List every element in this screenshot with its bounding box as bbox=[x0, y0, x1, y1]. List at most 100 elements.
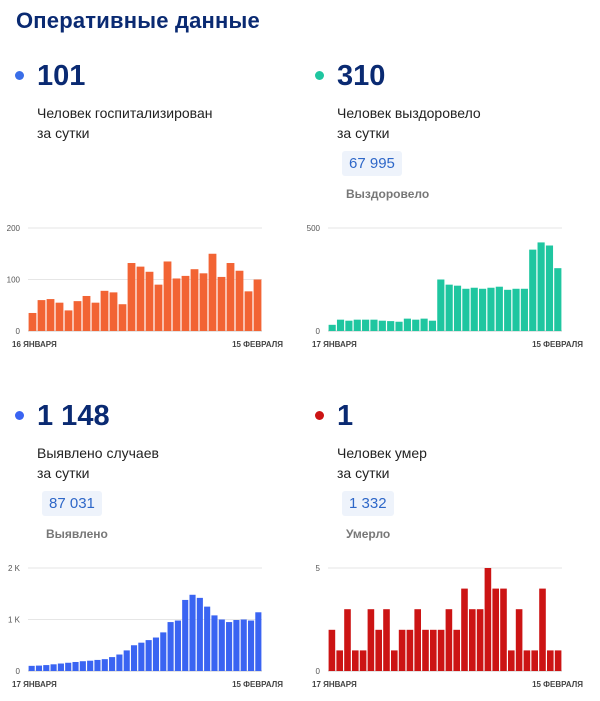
bar bbox=[208, 253, 217, 331]
bar bbox=[218, 619, 225, 671]
bar bbox=[515, 609, 523, 671]
bar bbox=[145, 271, 154, 331]
bar bbox=[406, 629, 414, 671]
bar bbox=[414, 609, 421, 671]
bar bbox=[336, 650, 343, 671]
bar bbox=[154, 284, 163, 331]
x-start-label: 17 ЯНВАРЯ bbox=[312, 340, 357, 349]
bar bbox=[383, 609, 390, 671]
bar bbox=[445, 284, 453, 331]
deaths-total-badge: 1 332 bbox=[342, 491, 394, 516]
bar bbox=[453, 285, 462, 331]
x-start-label: 17 ЯНВАРЯ bbox=[312, 680, 357, 689]
bar bbox=[204, 606, 211, 671]
bar bbox=[240, 619, 247, 671]
bar bbox=[136, 266, 145, 331]
bar bbox=[470, 287, 478, 331]
cases-caption-line1: Выявлено случаев bbox=[37, 445, 159, 461]
x-end-label: 15 ФЕВРАЛЯ bbox=[232, 340, 283, 349]
page-title: Оперативные данные bbox=[16, 8, 260, 33]
y-tick-label: 2 K bbox=[8, 564, 21, 573]
bar bbox=[109, 292, 118, 331]
bar bbox=[554, 268, 562, 331]
bar bbox=[422, 629, 429, 671]
bar bbox=[344, 609, 351, 671]
bar bbox=[520, 288, 528, 331]
deaths-dot-icon bbox=[315, 411, 324, 420]
bar bbox=[391, 650, 398, 671]
bar bbox=[476, 609, 484, 671]
hospitalized-number: 101 bbox=[37, 60, 86, 92]
bar bbox=[116, 654, 123, 671]
bar bbox=[127, 263, 136, 331]
x-end-label: 15 ФЕВРАЛЯ bbox=[232, 680, 283, 689]
bar bbox=[420, 318, 428, 331]
y-tick-label: 0 bbox=[316, 327, 321, 336]
x-end-label: 15 ФЕВРАЛЯ bbox=[532, 340, 583, 349]
bar bbox=[255, 612, 262, 671]
bar bbox=[130, 645, 138, 671]
bar bbox=[504, 289, 512, 331]
panel-cases: 1 148 Выявлено случаев за сутки 87 031 В… bbox=[0, 380, 290, 701]
hospitalized-chart: 0 100 200 16 ЯНВАРЯ 15 ФЕВРАЛЯ bbox=[7, 224, 284, 349]
bar bbox=[539, 588, 546, 671]
bar bbox=[387, 321, 395, 331]
bar bbox=[367, 609, 375, 671]
bar bbox=[181, 275, 190, 331]
bar bbox=[362, 319, 370, 331]
bar bbox=[531, 650, 538, 671]
bar bbox=[172, 278, 181, 331]
bar bbox=[174, 620, 181, 671]
bar bbox=[508, 650, 515, 671]
bar bbox=[523, 650, 531, 671]
bar bbox=[101, 659, 108, 671]
panel-recovered: 310 Человек выздоровело за сутки 67 995 … bbox=[300, 40, 590, 390]
bar bbox=[43, 665, 50, 671]
deaths-total-label: Умерло bbox=[346, 527, 391, 541]
bar bbox=[82, 295, 91, 331]
cases-total-label: Выявлено bbox=[46, 527, 108, 541]
cases-total-badge: 87 031 bbox=[42, 491, 102, 516]
bar bbox=[375, 629, 382, 671]
deaths-chart: 0 5 17 ЯНВАРЯ 15 ФЕВРАЛЯ bbox=[312, 564, 583, 689]
y-tick-label: 1 K bbox=[8, 616, 21, 625]
bar bbox=[253, 279, 262, 331]
hospitalized-caption: Человек госпитализирован за сутки bbox=[37, 103, 277, 143]
bar bbox=[469, 609, 476, 671]
cases-caption: Выявлено случаев за сутки bbox=[37, 443, 277, 483]
bar bbox=[196, 597, 203, 671]
x-end-label: 15 ФЕВРАЛЯ bbox=[532, 680, 583, 689]
bar bbox=[100, 290, 109, 331]
panel-deaths: 1 Человек умер за сутки 1 332 Умерло 0 5 1… bbox=[300, 380, 590, 701]
recovered-number: 310 bbox=[337, 60, 386, 92]
bar bbox=[37, 300, 46, 331]
bar bbox=[352, 650, 359, 671]
bar bbox=[328, 629, 336, 671]
bar bbox=[495, 286, 503, 331]
bar bbox=[359, 650, 367, 671]
bar bbox=[138, 642, 145, 671]
recovered-caption: Человек выздоровело за сутки bbox=[337, 103, 577, 143]
bar bbox=[500, 588, 507, 671]
bar bbox=[57, 663, 64, 671]
bar bbox=[412, 319, 420, 331]
cases-number: 1 148 bbox=[37, 400, 110, 432]
bar bbox=[453, 629, 460, 671]
recovered-caption-line2: за сутки bbox=[337, 125, 390, 141]
cases-dot-icon bbox=[15, 411, 24, 420]
bar bbox=[462, 288, 470, 331]
bar bbox=[152, 637, 160, 671]
bar bbox=[428, 320, 437, 331]
bar bbox=[226, 622, 233, 671]
bar bbox=[461, 588, 468, 671]
deaths-caption-line2: за сутки bbox=[337, 465, 390, 481]
bar bbox=[91, 302, 100, 331]
bar bbox=[28, 312, 37, 331]
bar bbox=[529, 249, 537, 331]
panel-hospitalized: 101 Человек госпитализирован за сутки 0 1… bbox=[0, 40, 290, 390]
y-tick-label: 200 bbox=[7, 224, 21, 233]
bar bbox=[189, 594, 196, 671]
hospitalized-caption-line2: за сутки bbox=[37, 125, 90, 141]
bar bbox=[72, 661, 79, 671]
recovered-dot-icon bbox=[315, 71, 324, 80]
